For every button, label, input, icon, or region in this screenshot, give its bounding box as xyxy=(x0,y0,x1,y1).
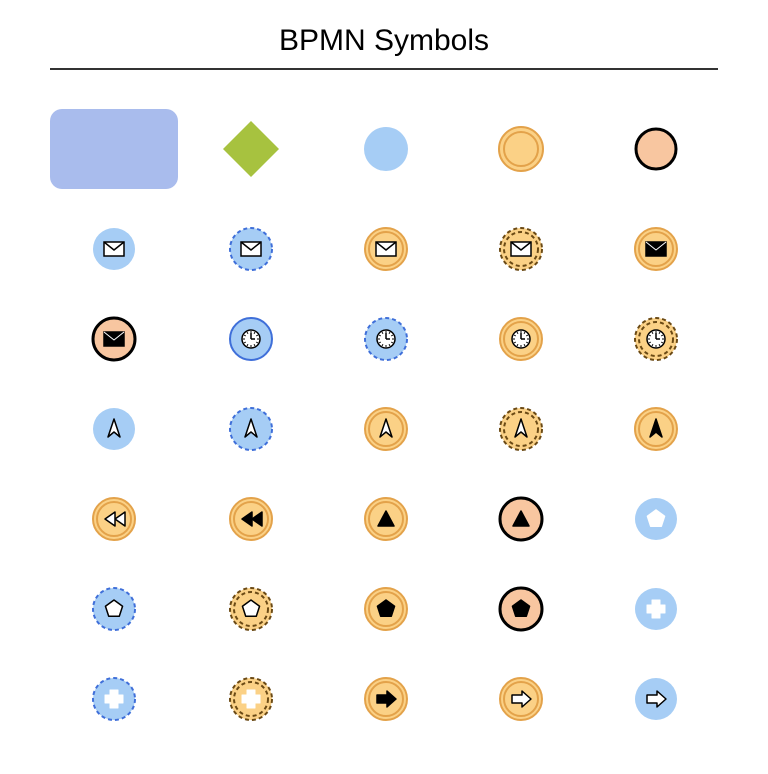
compensation-throw-icon xyxy=(227,495,275,543)
link-catch xyxy=(458,654,583,744)
multiple-start xyxy=(593,474,718,564)
message-start xyxy=(50,204,178,294)
multiple-intermediate-noninterrupt xyxy=(188,564,313,654)
escalation-throw xyxy=(323,474,448,564)
escalation-end xyxy=(458,474,583,564)
multiple-start-noninterrupt-icon xyxy=(90,585,138,633)
multiple-start-noninterrupt xyxy=(50,564,178,654)
multiple-intermediate-noninterrupt-icon xyxy=(227,585,275,633)
compensation-throw xyxy=(188,474,313,564)
start-event-icon xyxy=(361,124,411,174)
message-intermediate-noninterrupt-icon xyxy=(497,225,545,273)
end-event-icon xyxy=(633,126,679,172)
link-throw-icon xyxy=(362,675,410,723)
signal-start xyxy=(50,384,178,474)
signal-intermediate-noninterrupt-icon xyxy=(497,405,545,453)
page-title: BPMN Symbols xyxy=(50,24,718,58)
link-start-icon xyxy=(632,675,680,723)
signal-intermediate-catch xyxy=(323,384,448,474)
message-intermediate-throw xyxy=(593,204,718,294)
intermediate-event-icon xyxy=(496,124,546,174)
parallel-multiple-intermediate-noninterrupt-icon xyxy=(227,675,275,723)
message-intermediate-noninterrupt xyxy=(458,204,583,294)
link-catch-icon xyxy=(497,675,545,723)
gateway-icon xyxy=(223,121,279,177)
intermediate-event xyxy=(458,94,583,204)
timer-intermediate-noninterrupt xyxy=(593,294,718,384)
timer-intermediate xyxy=(458,294,583,384)
parallel-multiple-noninterrupt xyxy=(50,654,178,744)
timer-intermediate-icon xyxy=(497,315,545,363)
multiple-end-icon xyxy=(497,585,545,633)
signal-intermediate-throw-icon xyxy=(632,405,680,453)
parallel-multiple-noninterrupt-icon xyxy=(90,675,138,723)
signal-start-noninterrupt xyxy=(188,384,313,474)
message-intermediate-throw-icon xyxy=(632,225,680,273)
parallel-multiple-start-white-icon xyxy=(632,585,680,633)
gateway xyxy=(188,94,313,204)
message-intermediate-catch xyxy=(323,204,448,294)
timer-start xyxy=(188,294,313,384)
task-activity xyxy=(50,94,178,204)
compensation-catch xyxy=(50,474,178,564)
multiple-end xyxy=(458,564,583,654)
start-event xyxy=(323,94,448,204)
timer-start-noninterrupt-icon xyxy=(362,315,410,363)
link-throw xyxy=(323,654,448,744)
signal-intermediate-catch-icon xyxy=(362,405,410,453)
message-intermediate-catch-icon xyxy=(362,225,410,273)
title-rule xyxy=(50,68,718,70)
message-end xyxy=(50,294,178,384)
timer-start-icon xyxy=(227,315,275,363)
multiple-intermediate-throw xyxy=(323,564,448,654)
message-end-icon xyxy=(90,315,138,363)
message-start-noninterrupt-icon xyxy=(227,225,275,273)
timer-start-noninterrupt xyxy=(323,294,448,384)
end-event xyxy=(593,94,718,204)
symbol-grid xyxy=(50,94,718,744)
signal-start-noninterrupt-icon xyxy=(227,405,275,453)
message-start-icon xyxy=(90,225,138,273)
multiple-intermediate-throw-icon xyxy=(362,585,410,633)
multiple-start-icon xyxy=(632,495,680,543)
escalation-throw-icon xyxy=(362,495,410,543)
link-start xyxy=(593,654,718,744)
message-start-noninterrupt xyxy=(188,204,313,294)
compensation-catch-icon xyxy=(90,495,138,543)
bpmn-symbols-sheet: BPMN Symbols xyxy=(0,0,768,774)
timer-intermediate-noninterrupt-icon xyxy=(632,315,680,363)
signal-start-icon xyxy=(90,405,138,453)
signal-intermediate-throw xyxy=(593,384,718,474)
signal-intermediate-noninterrupt xyxy=(458,384,583,474)
parallel-multiple-intermediate-noninterrupt xyxy=(188,654,313,744)
parallel-multiple-start-white xyxy=(593,564,718,654)
escalation-end-icon xyxy=(497,495,545,543)
task-activity-icon xyxy=(50,109,178,189)
